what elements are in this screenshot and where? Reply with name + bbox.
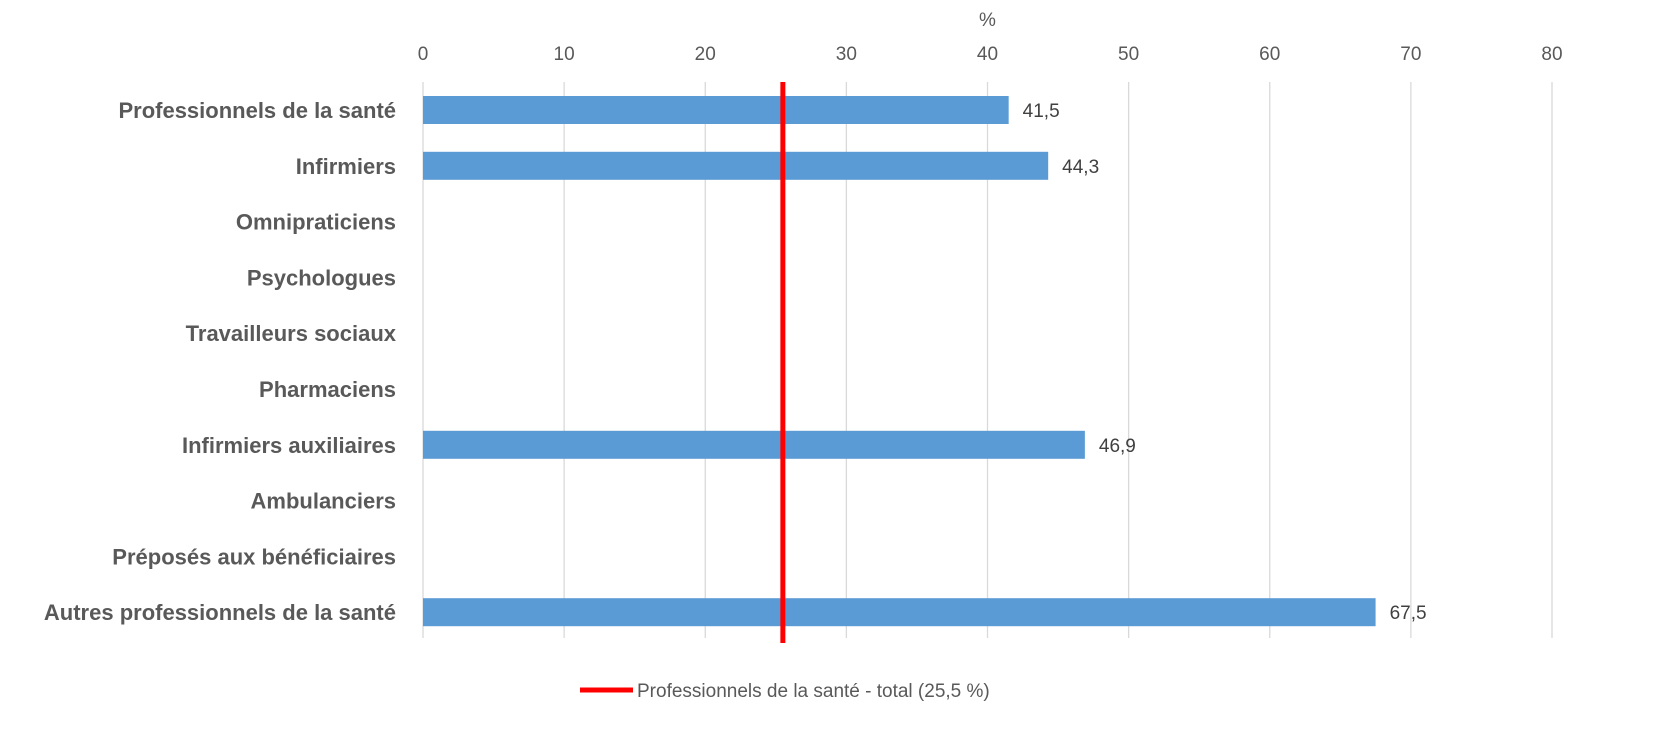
bar [423, 598, 1376, 627]
x-tick-label: 10 [554, 44, 575, 65]
bars [423, 96, 1376, 627]
x-tick-label: 40 [977, 44, 998, 65]
category-label: Omnipraticiens [236, 210, 396, 235]
bar [423, 96, 1009, 124]
x-tick-label: 20 [695, 44, 716, 65]
x-tick-label: 80 [1541, 44, 1562, 65]
data-label: 41,5 [1023, 101, 1060, 122]
category-label: Infirmiers auxiliaires [182, 433, 396, 458]
x-tick-label: 70 [1400, 44, 1421, 65]
legend: Professionnels de la santé - total (25,5… [580, 681, 990, 702]
x-axis-ticks: 0 10 20 30 40 50 60 70 80 [418, 44, 1563, 65]
category-label: Psychologues [247, 265, 396, 290]
category-label: Autres professionnels de la santé [44, 600, 396, 625]
category-label: Ambulanciers [251, 489, 397, 514]
data-label: 46,9 [1099, 436, 1136, 457]
x-axis-title: % [979, 10, 996, 31]
x-tick-label: 60 [1259, 44, 1280, 65]
category-label: Pharmaciens [259, 377, 396, 402]
category-label: Travailleurs sociaux [186, 321, 397, 346]
category-label: Préposés aux bénéficiaires [112, 544, 396, 569]
x-tick-label: 30 [836, 44, 857, 65]
bar [423, 430, 1085, 459]
x-tick-label: 0 [418, 44, 429, 65]
x-tick-label: 50 [1118, 44, 1139, 65]
data-labels: 41,5 44,3 46,9 67,5 [1023, 101, 1427, 624]
bar [423, 151, 1049, 180]
legend-label: Professionnels de la santé - total (25,5… [637, 681, 990, 702]
category-label: Professionnels de la santé [118, 98, 396, 123]
category-label: Infirmiers [296, 154, 396, 179]
data-label: 67,5 [1390, 603, 1427, 624]
category-labels: Professionnels de la santé Infirmiers Omni… [44, 98, 397, 625]
data-label: 44,3 [1062, 157, 1099, 178]
